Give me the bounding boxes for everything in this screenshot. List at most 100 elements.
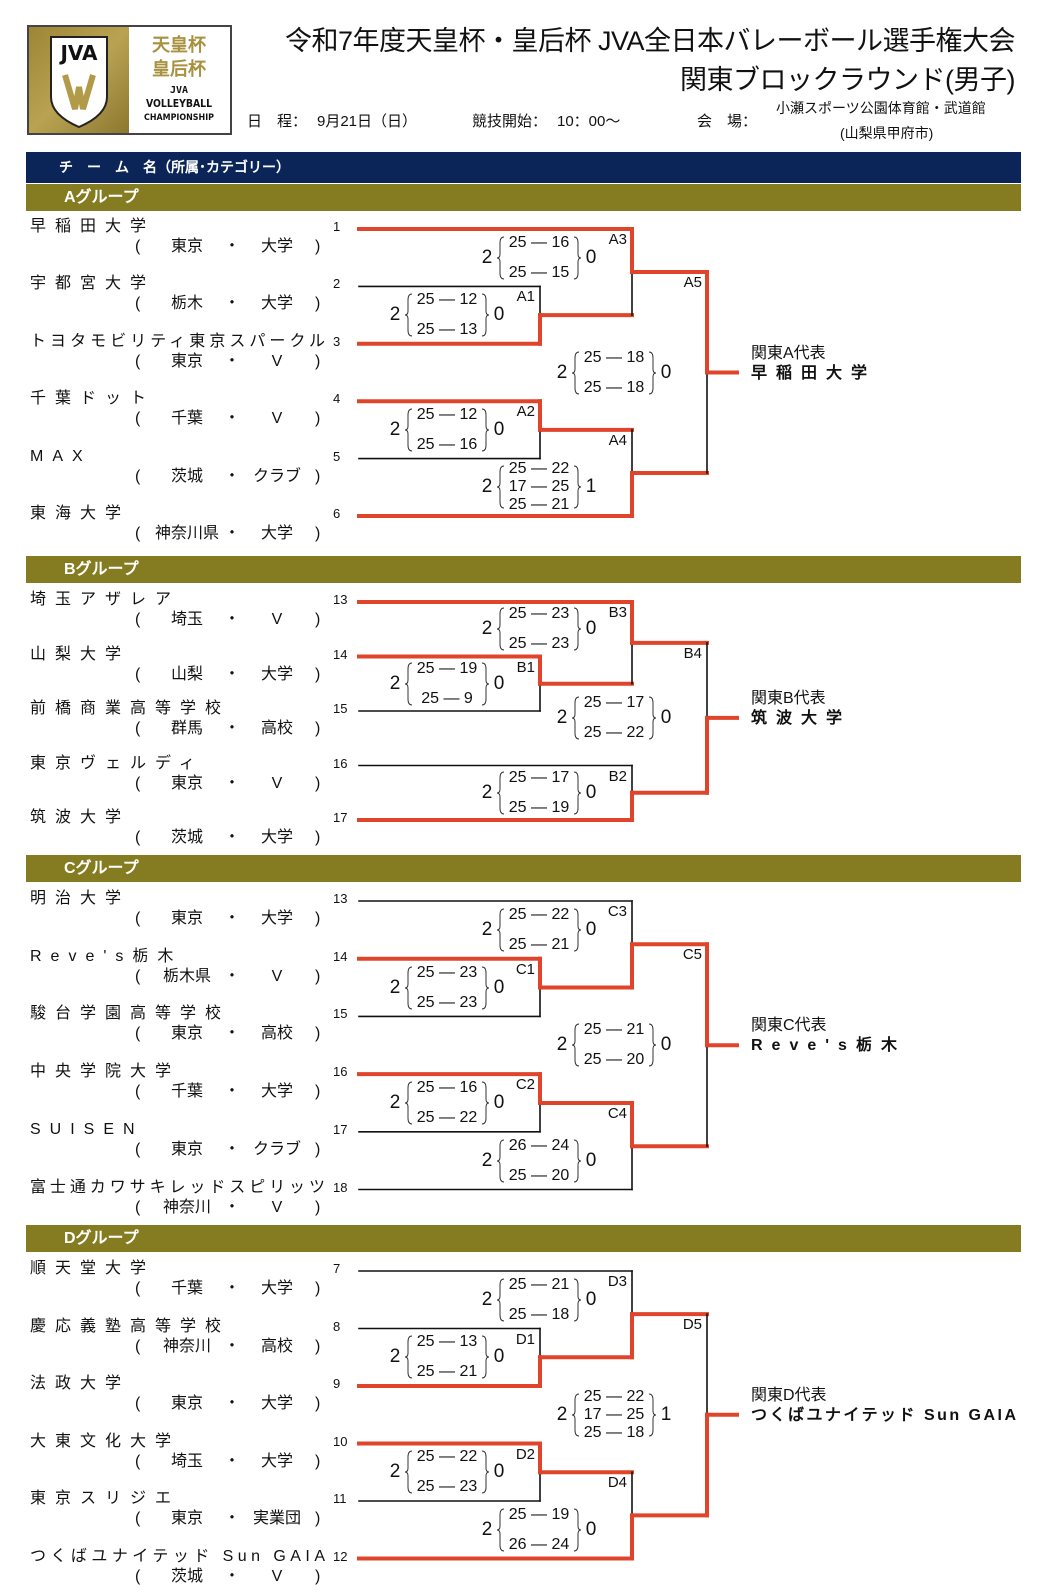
match-score: 2 25 — 19 26 — 24 0	[478, 1506, 600, 1553]
sets-won-loser: 0	[493, 1091, 505, 1113]
team-name: 東京ヴェルディ	[30, 754, 204, 772]
team-category: 大学	[260, 1280, 293, 1297]
set-scores: 25 — 19 26 — 24	[506, 1506, 572, 1553]
team-name: 東京スリジエ	[30, 1490, 181, 1507]
set-score: 25 — 22	[508, 905, 570, 923]
match-label: A2	[516, 403, 535, 421]
right-brace-icon	[573, 465, 582, 509]
logo-sub-jva: JVA	[170, 85, 188, 96]
left-brace-icon	[571, 1023, 580, 1067]
set-scores: 25 — 12 25 — 16	[414, 406, 480, 453]
match-label: D5	[682, 1316, 702, 1334]
affiliation-close-paren: )	[315, 1140, 321, 1158]
affiliation-close-paren: )	[315, 910, 321, 927]
logo-emperor-cup-text: 天皇杯	[152, 34, 207, 55]
team-category: 高校	[260, 1337, 293, 1355]
team-prefecture: 栃木県	[162, 967, 211, 985]
right-brace-icon	[648, 1023, 657, 1067]
representative-label: 関東A代表	[751, 344, 826, 362]
match-score: 2 25 — 21 25 — 20 0	[553, 1022, 675, 1068]
match-label: D1	[515, 1330, 535, 1348]
affiliation-open-paren: (	[135, 1280, 141, 1297]
team-category: 大学	[260, 1452, 293, 1470]
team-seed-number: 17	[333, 1121, 348, 1137]
team-prefecture: 栃木	[170, 295, 203, 313]
set-score: 25 — 20	[508, 1166, 570, 1184]
team-category: 大学	[260, 665, 293, 683]
match-label: C4	[607, 1104, 627, 1122]
sets-won-loser: 0	[585, 1518, 597, 1540]
affiliation-open-paren: (	[135, 611, 141, 628]
affiliation-separator: ・	[224, 665, 241, 683]
team-seed-number: 14	[333, 948, 348, 964]
group-label: Cグループ	[64, 860, 139, 877]
affiliation-open-paren: (	[135, 910, 141, 927]
affiliation-separator: ・	[224, 1395, 241, 1412]
affiliation-open-paren: (	[135, 1198, 141, 1216]
affiliation-separator: ・	[224, 1198, 241, 1216]
sets-won-loser: 0	[493, 672, 505, 694]
team-prefecture: 東京	[170, 1395, 203, 1412]
team-category: V	[271, 1198, 283, 1216]
sets-won-winner: 2	[481, 1518, 493, 1540]
sets-won-loser: 0	[660, 361, 672, 383]
affiliation-close-paren: )	[315, 774, 321, 792]
affiliation-open-paren: (	[135, 1140, 141, 1158]
sets-won-winner: 2	[481, 1288, 493, 1310]
team-name-header-label: チ ー ム 名（所属･カテゴリー）	[59, 159, 290, 175]
affiliation-close-paren: )	[315, 611, 321, 628]
team-seed-number: 5	[333, 448, 341, 464]
affiliation-close-paren: )	[315, 967, 321, 985]
group-header: Bグループ	[26, 556, 1021, 583]
set-scores: 25 — 23 25 — 23	[506, 606, 572, 652]
left-brace-icon	[404, 966, 413, 1010]
left-brace-icon	[496, 1278, 505, 1322]
affiliation-open-paren: (	[135, 665, 141, 683]
right-brace-icon	[573, 1278, 582, 1322]
match-score: 2 25 — 13 25 — 21 0	[386, 1334, 508, 1380]
set-score: 25 — 15	[508, 263, 570, 281]
team-seed-number: 10	[333, 1433, 348, 1449]
set-score: 25 — 17	[508, 768, 570, 786]
team-prefecture: 東京	[170, 910, 203, 927]
team-prefecture: 埼玉	[170, 1452, 203, 1470]
match-label: C1	[515, 960, 535, 978]
affiliation-open-paren: (	[135, 1083, 141, 1101]
affiliation-separator: ・	[224, 525, 241, 542]
set-scores: 25 — 21 25 — 20	[581, 1022, 647, 1068]
affiliation-close-paren: )	[315, 665, 321, 683]
set-score: 25 — 16	[416, 1078, 478, 1096]
affiliation-separator: ・	[224, 910, 241, 927]
team-seed-number: 6	[333, 506, 341, 521]
set-scores: 25 — 13 25 — 21	[414, 1334, 480, 1380]
left-brace-icon	[404, 1335, 413, 1379]
team-category: V	[271, 611, 283, 628]
date-value: 9月21日（日）	[317, 113, 418, 130]
sets-won-loser: 0	[493, 1461, 505, 1483]
match-score: 2 26 — 24 25 — 20 0	[478, 1137, 600, 1184]
right-brace-icon	[481, 1450, 490, 1494]
affiliation-close-paren: )	[315, 1280, 321, 1297]
right-brace-icon	[481, 293, 490, 337]
representative-team: 早稲田大学	[751, 364, 877, 382]
match-label: C3	[607, 903, 627, 920]
set-score: 25 — 19	[416, 659, 478, 677]
match-label: D4	[607, 1474, 627, 1492]
set-score: 25 — 23	[508, 635, 570, 653]
representative-label: 関東B代表	[751, 689, 826, 707]
sets-won-winner: 2	[389, 1346, 401, 1368]
team-category: 大学	[260, 525, 293, 542]
left-brace-icon	[496, 465, 505, 509]
set-score: 25 — 13	[416, 1333, 478, 1351]
team-seed-number: 14	[333, 646, 348, 662]
team-name: 中央学院大学	[30, 1063, 181, 1081]
team-seed-number: 11	[333, 1491, 347, 1506]
set-scores: 25 — 17 25 — 19	[506, 768, 572, 816]
group-label: Bグループ	[64, 561, 139, 578]
left-brace-icon	[404, 662, 413, 706]
team-seed-number: 4	[333, 391, 341, 407]
team-prefecture: 東京	[170, 1510, 203, 1527]
team-category: 大学	[260, 829, 293, 846]
set-scores: 25 — 16 25 — 15	[506, 234, 572, 281]
set-score: 25 — 22	[416, 1108, 478, 1126]
